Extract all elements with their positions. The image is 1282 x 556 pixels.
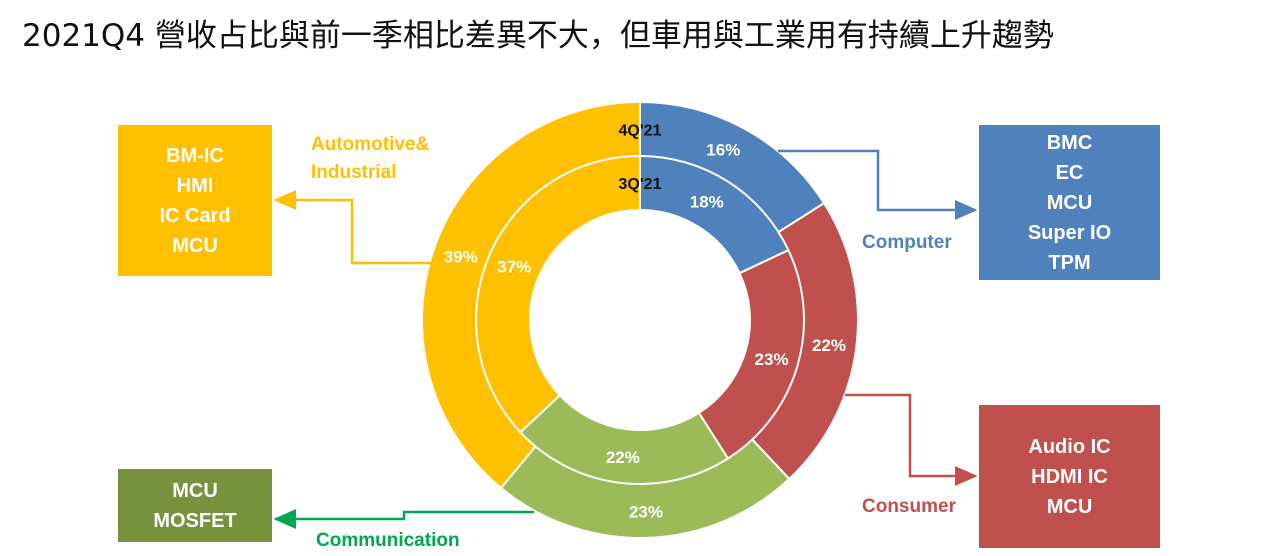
computer-product: MCU <box>1046 191 1093 214</box>
outer-value-label-communication: 23% <box>629 502 663 521</box>
computer-product: BMC <box>1046 131 1093 154</box>
inner-value-label-consumer: 23% <box>755 350 789 369</box>
automotive-product: IC Card <box>159 204 231 227</box>
automotive-connector <box>273 190 432 265</box>
outer-value-label-consumer: 22% <box>812 336 846 355</box>
outer-value-label-computer: 16% <box>706 141 740 160</box>
inner-slice-automotive <box>475 154 641 434</box>
communication-product: MOSFET <box>153 509 237 532</box>
consumer-product: HDMI IC <box>1031 465 1108 488</box>
ring-labels: 4Q'21 3Q'21 <box>619 123 662 194</box>
computer-connector <box>778 149 978 220</box>
communication-connector <box>273 509 534 529</box>
outer-ring-label: 4Q'21 <box>619 123 662 140</box>
page-title: 2021Q4 營收占比與前一季相比差異不大，但車用與工業用有持續上升趨勢 <box>22 18 1054 54</box>
outer-value-label-automotive: 39% <box>444 247 478 266</box>
inner-ring-label: 3Q'21 <box>619 176 662 193</box>
consumer-products-box: Audio IC HDMI IC MCU <box>979 405 1160 548</box>
communication-products-box: MCU MOSFET <box>118 469 272 542</box>
automotive-product: HMI <box>176 174 214 197</box>
consumer-label: Consumer <box>862 496 956 517</box>
computer-product: EC <box>1055 161 1084 184</box>
inner-value-label-computer: 18% <box>690 192 724 211</box>
computer-product: TPM <box>1048 251 1091 274</box>
automotive-label-line1: Automotive& <box>311 134 430 155</box>
automotive-label: Automotive& Industrial <box>311 131 429 187</box>
inner-ring: 18% 23% 22% 37% <box>475 154 806 485</box>
consumer-product: Audio IC <box>1028 435 1111 458</box>
inner-value-label-automotive: 37% <box>497 258 531 277</box>
automotive-product: MCU <box>172 234 218 257</box>
consumer-product: MCU <box>1046 495 1093 518</box>
computer-label: Computer <box>862 232 952 253</box>
computer-product: Super IO <box>1027 221 1112 244</box>
communication-product: MCU <box>172 479 218 502</box>
automotive-product: BM-IC <box>166 144 224 167</box>
automotive-label-line2: Industrial <box>311 162 397 183</box>
inner-value-label-communication: 22% <box>606 448 640 467</box>
communication-label: Communication <box>316 530 460 551</box>
consumer-connector <box>845 393 978 486</box>
computer-products-box: BMC EC MCU Super IO TPM <box>979 125 1160 280</box>
automotive-products-box: BM-IC HMI IC Card MCU <box>118 125 272 276</box>
